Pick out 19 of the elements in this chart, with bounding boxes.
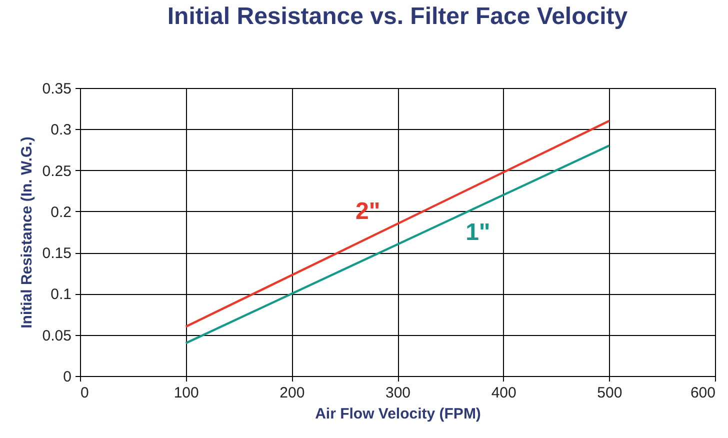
y-tick-label: 0.05 — [42, 327, 72, 344]
x-tick-label: 400 — [491, 384, 516, 402]
y-tick-label: 0.3 — [50, 122, 72, 139]
y-tick-label: 0.25 — [42, 162, 72, 180]
y-tick-label: 0.1 — [50, 286, 72, 304]
x-axis-title: Air Flow Velocity (FPM) — [315, 406, 481, 422]
y-tick-label: 0.15 — [42, 245, 72, 262]
x-tick-label: 100 — [174, 384, 199, 402]
x-tick-label: 600 — [690, 384, 716, 402]
series-label: 1" — [466, 218, 490, 246]
x-tick-label: 500 — [597, 384, 622, 402]
x-tick-label: 300 — [385, 384, 411, 402]
chart-title: Initial Resistance vs. Filter Face Velocity — [167, 3, 628, 30]
y-tick-label: 0 — [63, 368, 72, 386]
x-tick-label: 200 — [280, 384, 305, 402]
y-tick-label: 0.2 — [50, 204, 72, 221]
y-axis-title: Initial Resistance (In. W.G.) — [18, 136, 36, 328]
y-tick-label: 0.35 — [42, 80, 72, 98]
x-tick-label: 0 — [80, 384, 89, 402]
